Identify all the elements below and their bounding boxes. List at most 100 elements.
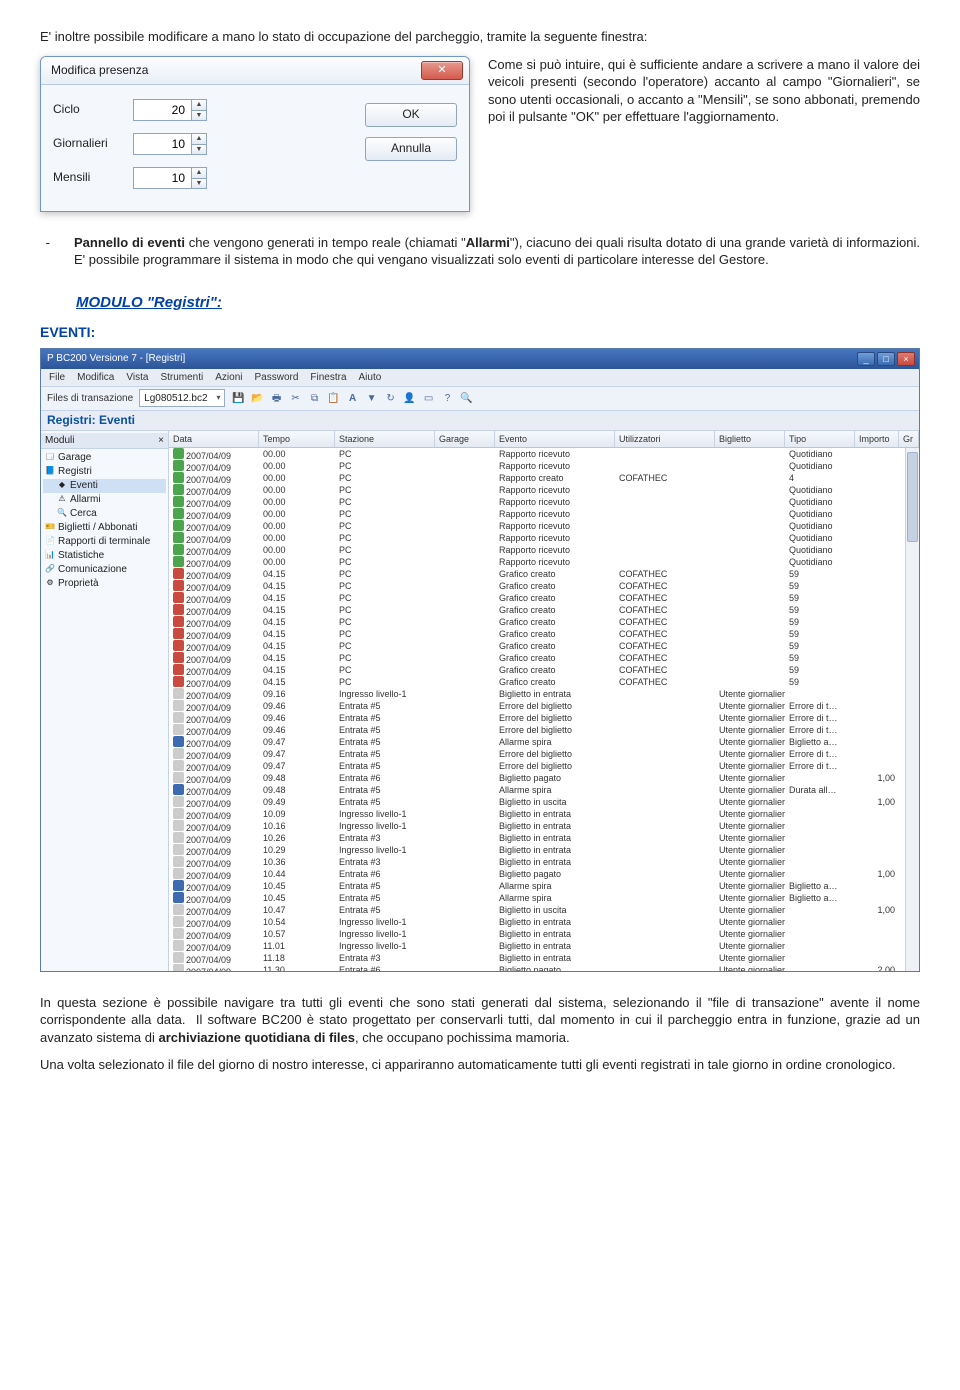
menu-azioni[interactable]: Azioni bbox=[215, 371, 242, 385]
spinner-ciclo[interactable]: ▲▼ bbox=[133, 99, 207, 121]
table-row[interactable]: 2007/04/0900.00PCRapporto ricevutoQuotid… bbox=[169, 484, 919, 496]
column-header-tempo[interactable]: Tempo bbox=[259, 431, 335, 447]
table-row[interactable]: 2007/04/0900.00PCRapporto ricevutoQuotid… bbox=[169, 460, 919, 472]
table-row[interactable]: 2007/04/0900.00PCRapporto ricevutoQuotid… bbox=[169, 532, 919, 544]
table-row[interactable]: 2007/04/0909.16Ingresso livello-1Bigliet… bbox=[169, 688, 919, 700]
table-row[interactable]: 2007/04/0910.26Entrata #3Biglietto in en… bbox=[169, 832, 919, 844]
tree-item-biglietti-abbonati[interactable]: 🎫Biglietti / Abbonati bbox=[43, 521, 166, 535]
tree-item-garage[interactable]: 🗔Garage bbox=[43, 451, 166, 465]
table-row[interactable]: 2007/04/0900.00PCRapporto ricevutoQuotid… bbox=[169, 508, 919, 520]
spinner-input[interactable] bbox=[133, 167, 191, 189]
table-row[interactable]: 2007/04/0910.29Ingresso livello-1Bigliet… bbox=[169, 844, 919, 856]
vertical-scrollbar[interactable] bbox=[905, 448, 919, 971]
refresh-icon[interactable]: ↻ bbox=[383, 390, 399, 406]
column-header-garage[interactable]: Garage bbox=[435, 431, 495, 447]
table-row[interactable]: 2007/04/0904.15PCGrafico creatoCOFATHEC5… bbox=[169, 676, 919, 688]
spinner-down-icon[interactable]: ▼ bbox=[191, 110, 207, 121]
column-header-biglietto[interactable]: Biglietto bbox=[715, 431, 785, 447]
table-row[interactable]: 2007/04/0904.15PCGrafico creatoCOFATHEC5… bbox=[169, 580, 919, 592]
table-row[interactable]: 2007/04/0910.36Entrata #3Biglietto in en… bbox=[169, 856, 919, 868]
column-header-utilizzatori[interactable]: Utilizzatori bbox=[615, 431, 715, 447]
table-row[interactable]: 2007/04/0900.00PCRapporto ricevutoQuotid… bbox=[169, 556, 919, 568]
table-row[interactable]: 2007/04/0904.15PCGrafico creatoCOFATHEC5… bbox=[169, 568, 919, 580]
table-row[interactable]: 2007/04/0900.00PCRapporto ricevutoQuotid… bbox=[169, 520, 919, 532]
table-row[interactable]: 2007/04/0910.54Ingresso livello-1Bigliet… bbox=[169, 916, 919, 928]
transaction-file-combo[interactable]: Lg080512.bc2 bbox=[139, 389, 224, 407]
table-row[interactable]: 2007/04/0900.00PCRapporto ricevutoQuotid… bbox=[169, 448, 919, 460]
tree-item-propriet-[interactable]: ⚙Proprietà bbox=[43, 577, 166, 591]
table-row[interactable]: 2007/04/0904.15PCGrafico creatoCOFATHEC5… bbox=[169, 652, 919, 664]
paste-icon[interactable]: 📋 bbox=[326, 390, 342, 406]
spinner-up-icon[interactable]: ▲ bbox=[191, 99, 207, 110]
scrollbar-thumb[interactable] bbox=[907, 452, 918, 542]
menu-file[interactable]: File bbox=[49, 371, 65, 385]
tree-item-eventi[interactable]: ◆Eventi bbox=[43, 479, 166, 493]
menu-vista[interactable]: Vista bbox=[126, 371, 148, 385]
column-header-tipo[interactable]: Tipo bbox=[785, 431, 855, 447]
column-header-importo[interactable]: Importo bbox=[855, 431, 899, 447]
column-header-data[interactable]: Data bbox=[169, 431, 259, 447]
spinner-input[interactable] bbox=[133, 133, 191, 155]
table-row[interactable]: 2007/04/0911.30Entrata #6Biglietto pagat… bbox=[169, 964, 919, 971]
bold-icon[interactable]: A bbox=[345, 390, 361, 406]
table-row[interactable]: 2007/04/0904.15PCGrafico creatoCOFATHEC5… bbox=[169, 664, 919, 676]
table-row[interactable]: 2007/04/0900.00PCRapporto creatoCOFATHEC… bbox=[169, 472, 919, 484]
chart-icon[interactable]: ▭ bbox=[421, 390, 437, 406]
table-row[interactable]: 2007/04/0910.16Ingresso livello-1Bigliet… bbox=[169, 820, 919, 832]
table-row[interactable]: 2007/04/0910.47Entrata #5Biglietto in us… bbox=[169, 904, 919, 916]
tree-item-comunicazione[interactable]: 🔗Comunicazione bbox=[43, 563, 166, 577]
table-row[interactable]: 2007/04/0910.45Entrata #5Allarme spiraUt… bbox=[169, 880, 919, 892]
spinner-up-icon[interactable]: ▲ bbox=[191, 133, 207, 144]
cut-icon[interactable]: ✂ bbox=[288, 390, 304, 406]
column-header-gr[interactable]: Gr bbox=[899, 431, 919, 447]
table-row[interactable]: 2007/04/0904.15PCGrafico creatoCOFATHEC5… bbox=[169, 592, 919, 604]
menu-strumenti[interactable]: Strumenti bbox=[160, 371, 203, 385]
help-icon[interactable]: ? bbox=[440, 390, 456, 406]
table-row[interactable]: 2007/04/0904.15PCGrafico creatoCOFATHEC5… bbox=[169, 616, 919, 628]
table-row[interactable]: 2007/04/0909.47Entrata #5Allarme spiraUt… bbox=[169, 736, 919, 748]
maximize-icon[interactable]: □ bbox=[877, 352, 895, 366]
table-row[interactable]: 2007/04/0910.44Entrata #6Biglietto pagat… bbox=[169, 868, 919, 880]
save-icon[interactable]: 💾 bbox=[231, 390, 247, 406]
table-row[interactable]: 2007/04/0904.15PCGrafico creatoCOFATHEC5… bbox=[169, 628, 919, 640]
table-row[interactable]: 2007/04/0909.49Entrata #5Biglietto in us… bbox=[169, 796, 919, 808]
spinner-input[interactable] bbox=[133, 99, 191, 121]
menu-aiuto[interactable]: Aiuto bbox=[359, 371, 382, 385]
tree-item-registri[interactable]: 📘Registri bbox=[43, 465, 166, 479]
table-row[interactable]: 2007/04/0911.18Entrata #3Biglietto in en… bbox=[169, 952, 919, 964]
menu-finestra[interactable]: Finestra bbox=[310, 371, 346, 385]
spinner-up-icon[interactable]: ▲ bbox=[191, 167, 207, 178]
spinner-down-icon[interactable]: ▼ bbox=[191, 144, 207, 155]
menu-modifica[interactable]: Modifica bbox=[77, 371, 114, 385]
tree-item-cerca[interactable]: 🔍Cerca bbox=[43, 507, 166, 521]
close-icon[interactable]: ✕ bbox=[421, 61, 463, 80]
column-header-stazione[interactable]: Stazione bbox=[335, 431, 435, 447]
column-header-evento[interactable]: Evento bbox=[495, 431, 615, 447]
table-row[interactable]: 2007/04/0909.46Entrata #5Errore del bigl… bbox=[169, 700, 919, 712]
copy-icon[interactable]: ⧉ bbox=[307, 390, 323, 406]
table-row[interactable]: 2007/04/0909.47Entrata #5Errore del bigl… bbox=[169, 760, 919, 772]
table-row[interactable]: 2007/04/0900.00PCRapporto ricevutoQuotid… bbox=[169, 496, 919, 508]
sidebar-close-icon[interactable]: × bbox=[158, 434, 164, 448]
table-row[interactable]: 2007/04/0909.47Entrata #5Errore del bigl… bbox=[169, 748, 919, 760]
filter-icon[interactable]: ▼ bbox=[364, 390, 380, 406]
table-row[interactable]: 2007/04/0909.46Entrata #5Errore del bigl… bbox=[169, 712, 919, 724]
tree-item-allarmi[interactable]: ⚠Allarmi bbox=[43, 493, 166, 507]
table-row[interactable]: 2007/04/0909.46Entrata #5Errore del bigl… bbox=[169, 724, 919, 736]
spinner-down-icon[interactable]: ▼ bbox=[191, 178, 207, 189]
ok-button[interactable]: OK bbox=[365, 103, 457, 127]
spinner-giornalieri[interactable]: ▲▼ bbox=[133, 133, 207, 155]
spinner-mensili[interactable]: ▲▼ bbox=[133, 167, 207, 189]
tree-item-statistiche[interactable]: 📊Statistiche bbox=[43, 549, 166, 563]
table-row[interactable]: 2007/04/0904.15PCGrafico creatoCOFATHEC5… bbox=[169, 604, 919, 616]
table-row[interactable]: 2007/04/0910.45Entrata #5Allarme spiraUt… bbox=[169, 892, 919, 904]
open-icon[interactable]: 📂 bbox=[250, 390, 266, 406]
close-icon[interactable]: × bbox=[897, 352, 915, 366]
table-row[interactable]: 2007/04/0910.57Ingresso livello-1Bigliet… bbox=[169, 928, 919, 940]
tree-item-rapporti-di-terminale[interactable]: 📄Rapporti di terminale bbox=[43, 535, 166, 549]
minimize-icon[interactable]: _ bbox=[857, 352, 875, 366]
search-icon[interactable]: 🔍 bbox=[459, 390, 475, 406]
table-row[interactable]: 2007/04/0904.15PCGrafico creatoCOFATHEC5… bbox=[169, 640, 919, 652]
table-row[interactable]: 2007/04/0909.48Entrata #6Biglietto pagat… bbox=[169, 772, 919, 784]
table-row[interactable]: 2007/04/0910.09Ingresso livello-1Bigliet… bbox=[169, 808, 919, 820]
